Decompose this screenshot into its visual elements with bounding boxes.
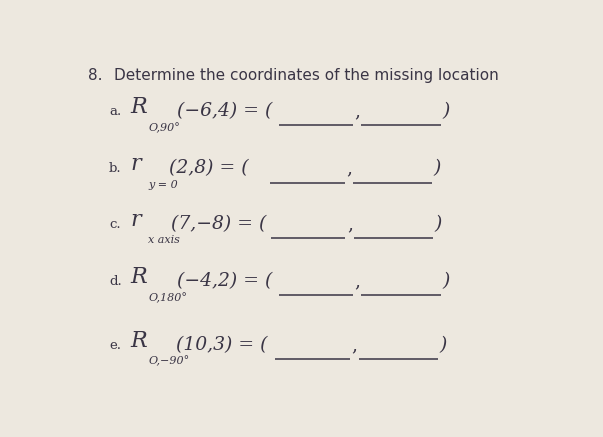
Text: R: R — [130, 266, 147, 288]
Text: ): ) — [443, 272, 450, 290]
Text: R: R — [130, 96, 147, 118]
Text: ,: , — [347, 215, 353, 233]
Text: (10,3) = (: (10,3) = ( — [176, 336, 267, 354]
Text: ,: , — [355, 272, 361, 290]
Text: O,180°: O,180° — [148, 292, 188, 303]
Text: e.: e. — [109, 339, 121, 352]
Text: b.: b. — [109, 162, 122, 175]
Text: (7,−8) = (: (7,−8) = ( — [171, 215, 267, 233]
Text: (2,8) = (: (2,8) = ( — [169, 160, 248, 177]
Text: ): ) — [440, 336, 447, 354]
Text: Determine the coordinates of the missing location: Determine the coordinates of the missing… — [114, 68, 499, 83]
Text: ): ) — [443, 102, 450, 120]
Text: r: r — [130, 209, 141, 231]
Text: c.: c. — [109, 218, 121, 231]
Text: x axis: x axis — [148, 235, 180, 245]
Text: r: r — [130, 153, 141, 176]
Text: R: R — [130, 330, 147, 352]
Text: O,−90°: O,−90° — [148, 356, 189, 367]
Text: ,: , — [352, 336, 358, 354]
Text: d.: d. — [109, 275, 122, 288]
Text: ): ) — [435, 215, 442, 233]
Text: 8.: 8. — [88, 68, 103, 83]
Text: (−4,2) = (: (−4,2) = ( — [177, 272, 273, 290]
Text: a.: a. — [109, 105, 121, 118]
Text: y = 0: y = 0 — [148, 180, 178, 190]
Text: (−6,4) = (: (−6,4) = ( — [177, 102, 273, 120]
Text: ,: , — [346, 160, 352, 177]
Text: O,90°: O,90° — [148, 122, 180, 133]
Text: ,: , — [355, 102, 361, 120]
Text: ): ) — [434, 160, 441, 177]
